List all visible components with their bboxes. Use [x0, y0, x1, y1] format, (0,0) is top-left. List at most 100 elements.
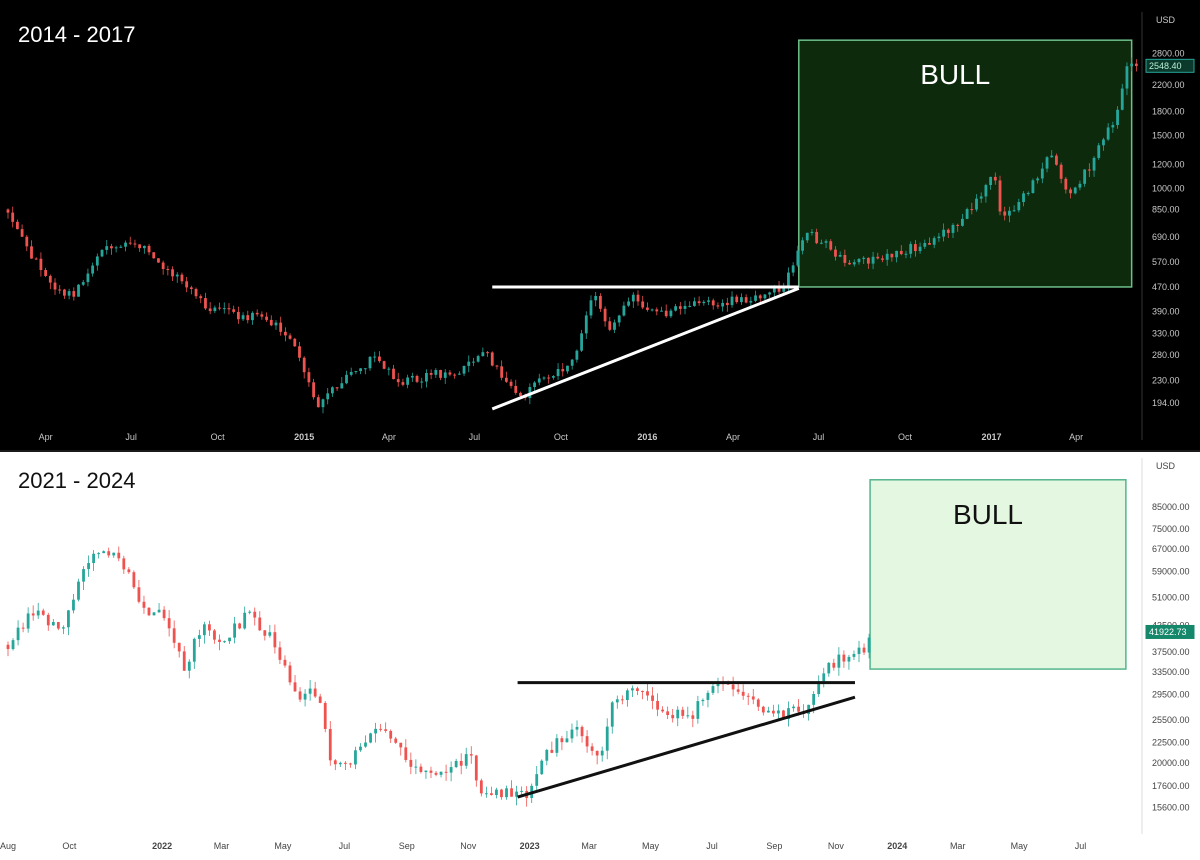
candle-body [462, 365, 466, 374]
candle-body [298, 691, 302, 700]
candle-body [688, 305, 692, 307]
candle-body [876, 256, 880, 259]
candle-body [913, 244, 917, 252]
y-tick-label: 37500.00 [1152, 647, 1190, 657]
candle-body [1111, 125, 1115, 128]
candle-body [222, 308, 226, 310]
candle-body [251, 312, 254, 321]
x-tick-label: 2024 [887, 841, 907, 851]
candle-body [838, 254, 842, 257]
candle-body [504, 377, 508, 382]
candle-body [1050, 155, 1054, 158]
candle-body [189, 287, 193, 289]
candle-body [600, 750, 604, 756]
candle-body [822, 673, 826, 682]
candle-body [827, 662, 831, 674]
candle-body [359, 746, 362, 751]
candle-body [102, 551, 106, 554]
candle-body [100, 249, 104, 257]
candle-body [819, 242, 823, 244]
candle-body [298, 346, 301, 358]
candle-body [132, 572, 136, 588]
candle-body [243, 612, 247, 629]
candle-body [1017, 202, 1021, 211]
candle-body [474, 755, 478, 781]
candle-body [1092, 157, 1096, 171]
candle-body [681, 709, 685, 716]
candle-body [598, 296, 602, 309]
candle-body [528, 387, 532, 398]
candle-body [273, 632, 277, 648]
candle-body [961, 218, 964, 226]
candle-body [1055, 155, 1058, 165]
candle-body [551, 376, 555, 378]
candle-body [16, 627, 20, 641]
candle-body [464, 754, 468, 766]
x-tick-label: Jul [1075, 841, 1087, 851]
candle-body [114, 247, 118, 249]
candle-body [1078, 183, 1082, 188]
x-tick-label: 2022 [152, 841, 172, 851]
x-tick-label: Nov [828, 841, 845, 851]
candle-body [302, 357, 306, 373]
candle-body [797, 706, 800, 712]
candle-body [443, 372, 447, 378]
candle-body [429, 373, 433, 375]
candle-body [401, 382, 405, 385]
candle-body [192, 638, 196, 662]
candle-body [787, 272, 790, 288]
x-tick-label: Jul [339, 841, 351, 851]
candle-body [6, 644, 10, 650]
candle-body [749, 300, 753, 303]
candle-body [133, 243, 137, 245]
candle-body [349, 763, 352, 765]
candle-body [265, 316, 268, 320]
candle-body [117, 552, 121, 559]
candle-body [137, 587, 141, 602]
candle-body [777, 710, 780, 714]
y-tick-label: 25500.00 [1152, 715, 1190, 725]
candle-body [683, 305, 687, 309]
candle-body [656, 700, 659, 710]
y-tick-label: 390.00 [1152, 307, 1180, 317]
candle-body [82, 569, 85, 582]
candle-body [520, 790, 524, 792]
candle-body [278, 647, 282, 660]
candle-body [248, 611, 252, 613]
candle-body [832, 662, 836, 668]
candle-body [805, 232, 809, 241]
candle-body [127, 569, 131, 573]
x-tick-label: Aug [0, 841, 16, 851]
candle-body [674, 306, 678, 311]
candle-body [175, 274, 179, 277]
candle-body [354, 750, 357, 765]
candle-body [1003, 211, 1007, 216]
candle-body [425, 373, 428, 382]
candle-body [92, 553, 96, 564]
candle-body [343, 762, 347, 764]
candle-body [312, 382, 315, 398]
bull-zone [798, 39, 1133, 288]
candle-body [1064, 178, 1068, 190]
candle-body [279, 322, 283, 332]
candle-body [260, 314, 264, 317]
bull-zone-label: BULL [920, 59, 990, 90]
x-tick-label: Oct [898, 432, 913, 442]
candle-body [223, 641, 226, 643]
candle-body [448, 372, 452, 375]
candle-body [627, 301, 630, 306]
candle-body [1097, 145, 1101, 158]
candle-body [349, 371, 353, 375]
candle-body [382, 361, 386, 369]
x-tick-label: May [642, 841, 660, 851]
candle-body [429, 770, 433, 773]
candle-body [56, 622, 60, 629]
y-tick-label: 51000.00 [1152, 592, 1190, 602]
candle-body [363, 368, 367, 370]
candle-body [866, 257, 870, 264]
candle-body [484, 793, 488, 795]
candle-body [67, 291, 71, 296]
candle-body [608, 321, 612, 330]
candle-body [824, 241, 828, 243]
candle-body [792, 706, 795, 709]
